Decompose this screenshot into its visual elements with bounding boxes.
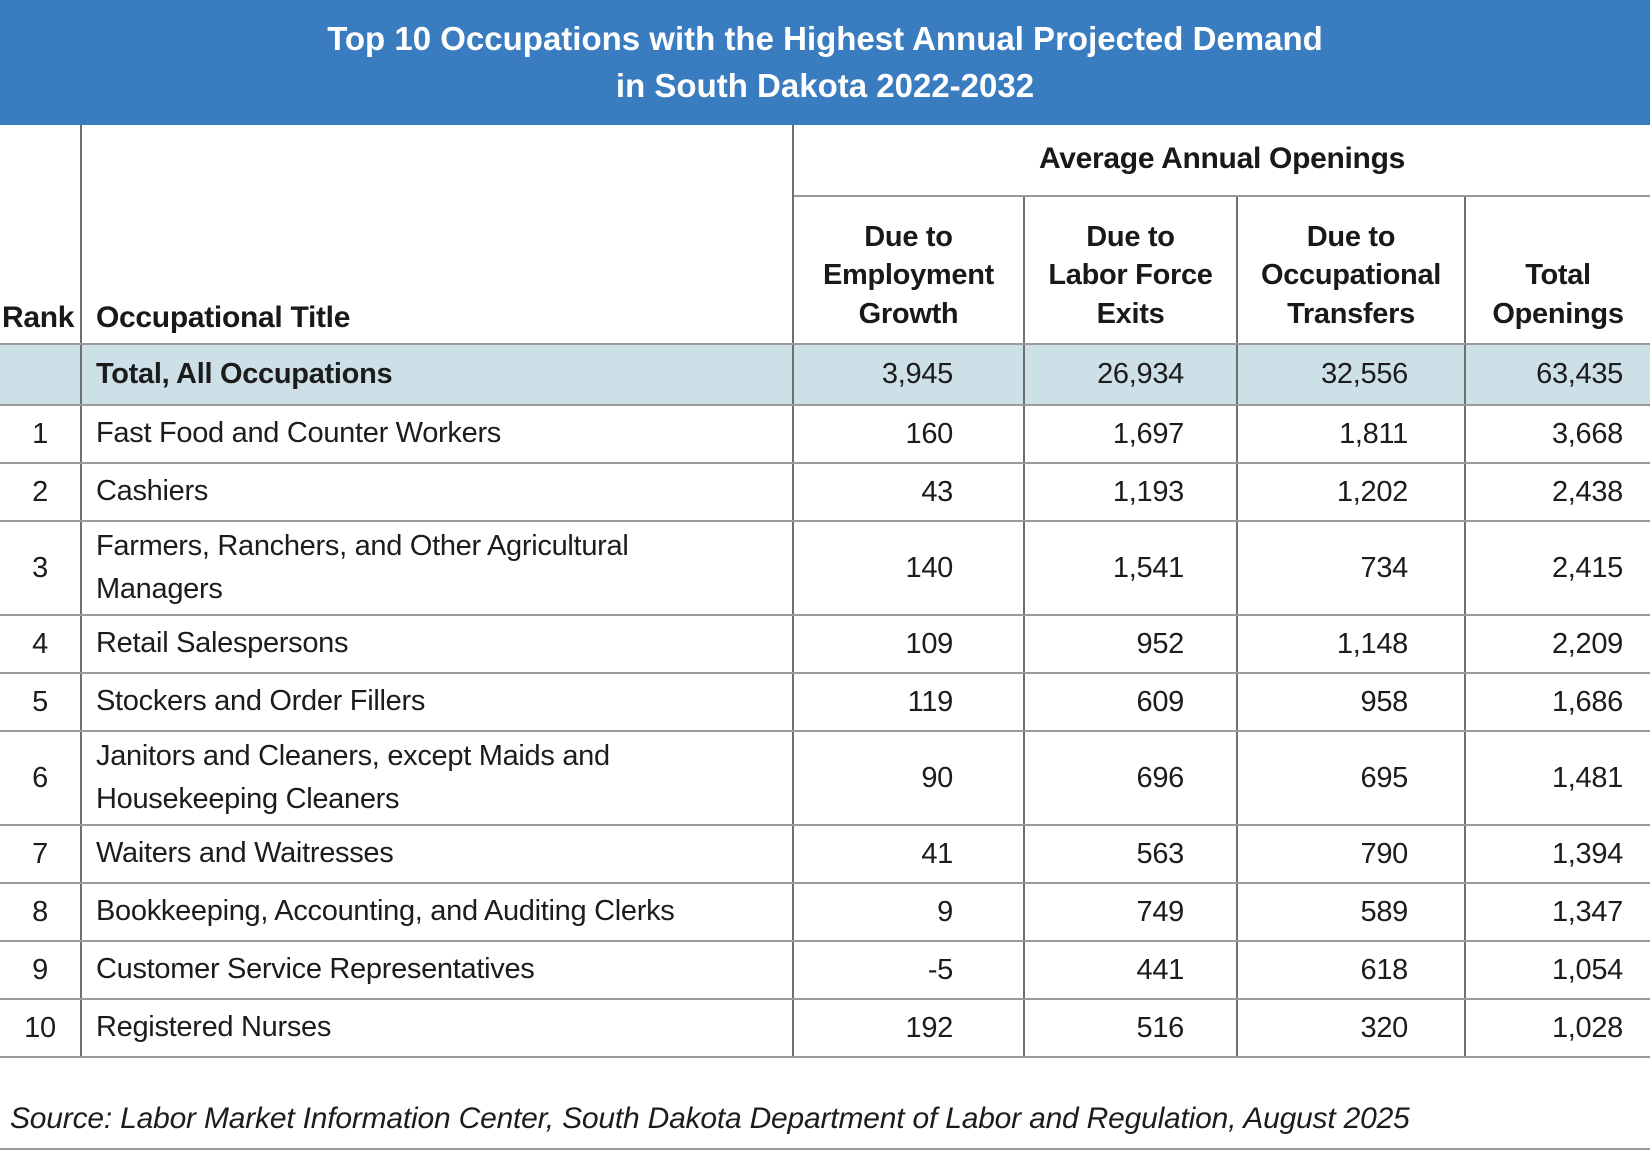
growth-cell: 41 xyxy=(792,824,1025,884)
rank-cell xyxy=(0,343,82,406)
occupational-title-header: Occupational Title xyxy=(80,125,794,345)
total-cell: 1,347 xyxy=(1463,882,1650,942)
table-row: 7 Waiters and Waitresses 41 563 790 1,39… xyxy=(0,824,1650,884)
growth-cell: 140 xyxy=(792,520,1025,616)
rank-cell: 7 xyxy=(0,824,82,884)
table-row: 4 Retail Salespersons 109 952 1,148 2,20… xyxy=(0,614,1650,674)
exits-cell: 696 xyxy=(1023,730,1238,826)
source-note: Source: Labor Market Information Center,… xyxy=(0,1058,1650,1150)
occupational-transfers-header: Due to Occupational Transfers xyxy=(1236,195,1466,345)
transfers-cell: 589 xyxy=(1236,882,1466,942)
total-cell: 2,209 xyxy=(1463,614,1650,674)
growth-cell: 192 xyxy=(792,998,1025,1058)
total-cell: 63,435 xyxy=(1463,343,1650,406)
transfers-cell: 734 xyxy=(1236,520,1466,616)
title-cell: Cashiers xyxy=(80,462,794,522)
average-annual-openings-header: Average Annual Openings xyxy=(791,125,1650,197)
transfers-cell: 958 xyxy=(1236,672,1466,732)
exits-cell: 749 xyxy=(1023,882,1238,942)
table-row: 8 Bookkeeping, Accounting, and Auditing … xyxy=(0,882,1650,942)
growth-cell: 9 xyxy=(792,882,1025,942)
table-header: Rank Occupational Title Average Annual O… xyxy=(0,125,1650,345)
table-row: 1 Fast Food and Counter Workers 160 1,69… xyxy=(0,404,1650,464)
rank-cell: 4 xyxy=(0,614,82,674)
growth-cell: 43 xyxy=(792,462,1025,522)
title-cell: Bookkeeping, Accounting, and Auditing Cl… xyxy=(80,882,794,942)
growth-cell: 119 xyxy=(792,672,1025,732)
exits-cell: 1,193 xyxy=(1023,462,1238,522)
total-cell: 3,668 xyxy=(1463,404,1650,464)
growth-cell: 3,945 xyxy=(792,343,1025,406)
rank-cell: 8 xyxy=(0,882,82,942)
title-cell: Stockers and Order Fillers xyxy=(80,672,794,732)
exits-cell: 1,541 xyxy=(1023,520,1238,616)
total-cell: 2,438 xyxy=(1463,462,1650,522)
rank-cell: 10 xyxy=(0,998,82,1058)
exits-cell: 563 xyxy=(1023,824,1238,884)
total-cell: 1,686 xyxy=(1463,672,1650,732)
rank-cell: 6 xyxy=(0,730,82,826)
occupations-table: Rank Occupational Title Average Annual O… xyxy=(0,125,1650,1058)
total-openings-header: Total Openings xyxy=(1463,195,1650,345)
exits-cell: 609 xyxy=(1023,672,1238,732)
total-cell: 1,394 xyxy=(1463,824,1650,884)
title-cell: Customer Service Representatives xyxy=(80,940,794,1000)
rank-cell: 1 xyxy=(0,404,82,464)
total-cell: 1,054 xyxy=(1463,940,1650,1000)
exits-cell: 952 xyxy=(1023,614,1238,674)
title-cell: Registered Nurses xyxy=(80,998,794,1058)
table-row: 10 Registered Nurses 192 516 320 1,028 xyxy=(0,998,1650,1058)
labor-force-exits-header: Due to Labor Force Exits xyxy=(1023,195,1238,345)
employment-growth-header: Due to Employment Growth xyxy=(793,195,1025,345)
rank-cell: 9 xyxy=(0,940,82,1000)
total-cell: 1,481 xyxy=(1463,730,1650,826)
growth-cell: 160 xyxy=(792,404,1025,464)
total-cell: 1,028 xyxy=(1463,998,1650,1058)
growth-cell: 90 xyxy=(792,730,1025,826)
transfers-cell: 32,556 xyxy=(1236,343,1466,406)
table-title-text: Top 10 Occupations with the Highest Annu… xyxy=(327,19,1323,104)
title-cell: Fast Food and Counter Workers xyxy=(80,404,794,464)
title-cell: Waiters and Waitresses xyxy=(80,824,794,884)
rank-cell: 5 xyxy=(0,672,82,732)
rank-cell: 3 xyxy=(0,520,82,616)
table-row: 5 Stockers and Order Fillers 119 609 958… xyxy=(0,672,1650,732)
table-row: 2 Cashiers 43 1,193 1,202 2,438 xyxy=(0,462,1650,522)
total-row: Total, All Occupations 3,945 26,934 32,5… xyxy=(0,343,1650,406)
exits-cell: 1,697 xyxy=(1023,404,1238,464)
transfers-cell: 695 xyxy=(1236,730,1466,826)
rank-cell: 2 xyxy=(0,462,82,522)
rank-header: Rank xyxy=(0,125,82,345)
table-title: Top 10 Occupations with the Highest Annu… xyxy=(0,0,1650,125)
title-cell: Total, All Occupations xyxy=(80,343,794,406)
transfers-cell: 618 xyxy=(1236,940,1466,1000)
exits-cell: 516 xyxy=(1023,998,1238,1058)
growth-cell: 109 xyxy=(792,614,1025,674)
exits-cell: 441 xyxy=(1023,940,1238,1000)
transfers-cell: 1,811 xyxy=(1236,404,1466,464)
transfers-cell: 320 xyxy=(1236,998,1466,1058)
table-row: 6 Janitors and Cleaners, except Maids an… xyxy=(0,730,1650,826)
transfers-cell: 1,148 xyxy=(1236,614,1466,674)
title-cell: Farmers, Ranchers, and Other Agricultura… xyxy=(80,520,794,616)
exits-cell: 26,934 xyxy=(1023,343,1238,406)
title-cell: Janitors and Cleaners, except Maids and … xyxy=(80,730,794,826)
transfers-cell: 790 xyxy=(1236,824,1466,884)
table-row: 9 Customer Service Representatives -5 44… xyxy=(0,940,1650,1000)
transfers-cell: 1,202 xyxy=(1236,462,1466,522)
title-cell: Retail Salespersons xyxy=(80,614,794,674)
growth-cell: -5 xyxy=(792,940,1025,1000)
table-row: 3 Farmers, Ranchers, and Other Agricultu… xyxy=(0,520,1650,616)
total-cell: 2,415 xyxy=(1463,520,1650,616)
